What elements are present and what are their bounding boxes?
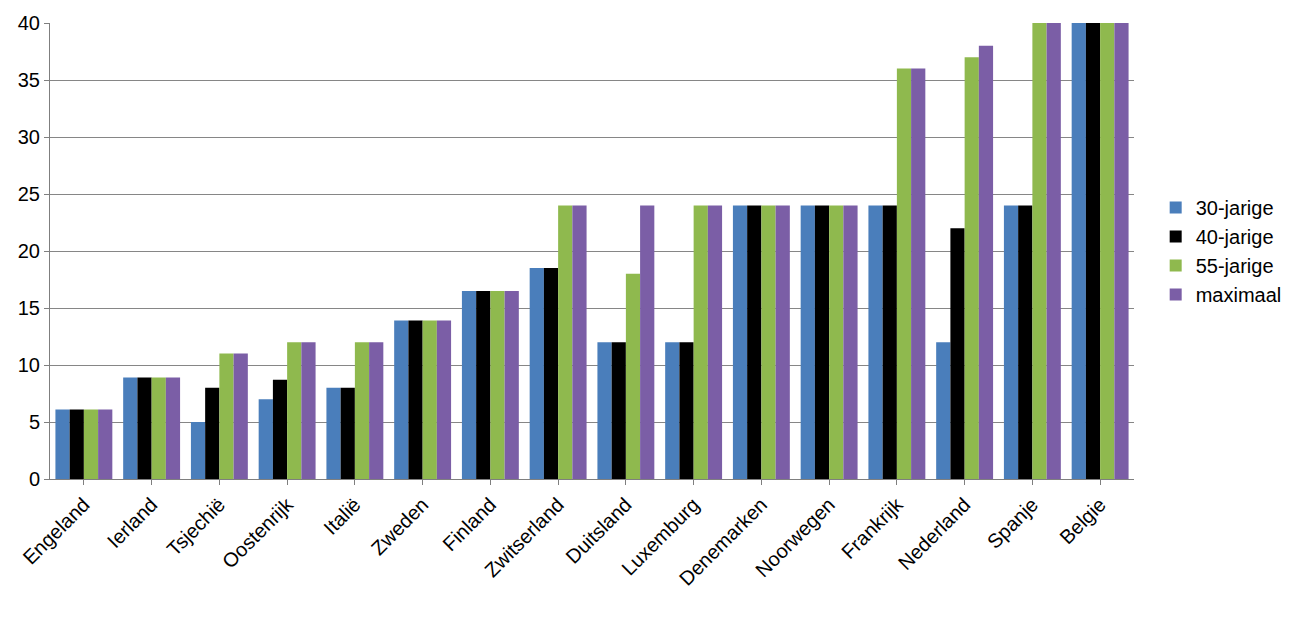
svg-text:40-jarige: 40-jarige bbox=[1196, 226, 1274, 248]
svg-text:Oostenrijk: Oostenrijk bbox=[218, 493, 298, 573]
svg-text:35: 35 bbox=[18, 69, 40, 91]
svg-text:Spanje: Spanje bbox=[983, 493, 1043, 553]
svg-text:15: 15 bbox=[18, 297, 40, 319]
svg-text:0: 0 bbox=[29, 468, 40, 490]
svg-text:Duitsland: Duitsland bbox=[561, 493, 636, 568]
svg-text:Nederland: Nederland bbox=[894, 493, 975, 574]
svg-text:5: 5 bbox=[29, 411, 40, 433]
svg-text:Finland: Finland bbox=[438, 493, 500, 555]
svg-text:20: 20 bbox=[18, 240, 40, 262]
svg-text:40: 40 bbox=[18, 12, 40, 34]
svg-text:Tsjechië: Tsjechië bbox=[163, 493, 230, 560]
svg-text:55-jarige: 55-jarige bbox=[1196, 255, 1274, 277]
svg-text:Luxemburg: Luxemburg bbox=[617, 493, 703, 579]
svg-text:Noorwegen: Noorwegen bbox=[751, 493, 839, 581]
svg-text:Ierland: Ierland bbox=[103, 493, 162, 552]
svg-text:Zwitserland: Zwitserland bbox=[480, 493, 568, 581]
svg-text:30-jarige: 30-jarige bbox=[1196, 197, 1274, 219]
svg-text:maximaal: maximaal bbox=[1196, 284, 1282, 306]
svg-text:Zweden: Zweden bbox=[367, 493, 433, 559]
svg-text:Denemarken: Denemarken bbox=[675, 493, 772, 590]
svg-text:Belgie: Belgie bbox=[1055, 493, 1110, 548]
svg-text:30: 30 bbox=[18, 126, 40, 148]
svg-text:Engeland: Engeland bbox=[18, 493, 93, 568]
svg-text:Italië: Italië bbox=[319, 493, 364, 538]
svg-text:25: 25 bbox=[18, 183, 40, 205]
svg-text:10: 10 bbox=[18, 354, 40, 376]
svg-text:Frankrijk: Frankrijk bbox=[837, 493, 907, 563]
